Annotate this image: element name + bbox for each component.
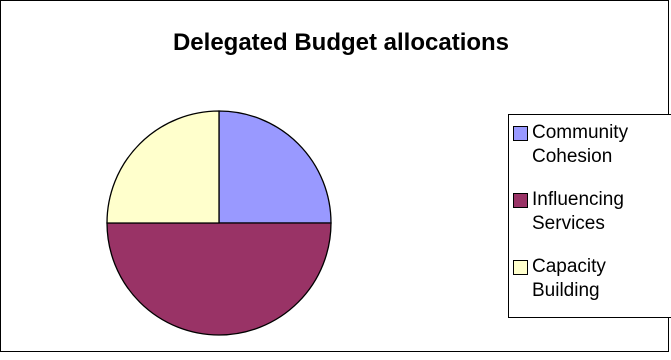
- pie-slice-community-cohesion: [218, 110, 332, 224]
- legend-swatch-influencing-services: [513, 193, 528, 208]
- chart-title: Delegated Budget allocations: [172, 29, 510, 56]
- pie-slice-capacity-building: [106, 110, 220, 224]
- legend: Community Cohesion Influencing Services …: [508, 114, 671, 318]
- chart-area: Delegated Budget allocations Community C…: [0, 0, 671, 352]
- legend-item-community-cohesion: Community Cohesion: [513, 121, 628, 169]
- legend-label-capacity-building: Capacity Building: [532, 256, 606, 301]
- pie-chart: [106, 110, 332, 336]
- legend-label-influencing-services: Influencing Services: [532, 189, 624, 234]
- pie-slice-influencing-services: [106, 222, 332, 336]
- legend-swatch-community-cohesion: [513, 126, 528, 141]
- legend-item-influencing-services: Influencing Services: [513, 188, 624, 236]
- legend-swatch-capacity-building: [513, 260, 528, 275]
- legend-label-community-cohesion: Community Cohesion: [532, 122, 629, 167]
- legend-item-capacity-building: Capacity Building: [513, 255, 606, 303]
